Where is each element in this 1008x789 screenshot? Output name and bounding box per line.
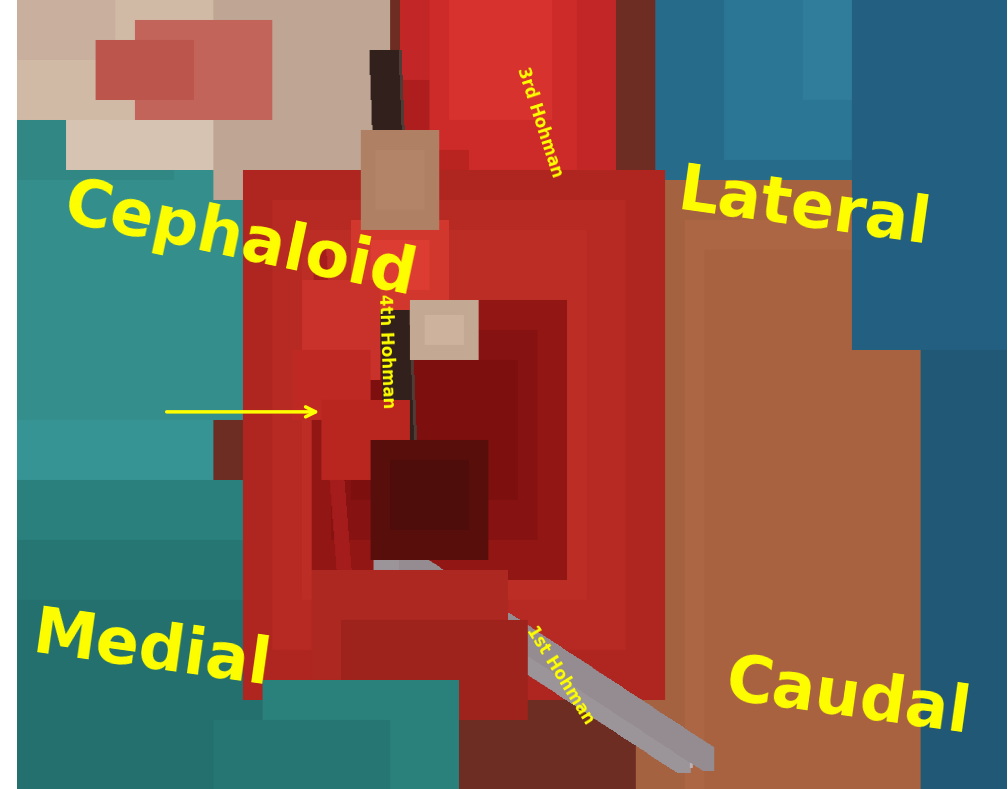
Text: 4th Hohman: 4th Hohman (375, 294, 396, 409)
Text: Cephaloid: Cephaloid (58, 173, 421, 308)
Text: Caudal: Caudal (722, 650, 975, 746)
Text: Lateral: Lateral (673, 161, 934, 257)
Text: Medial: Medial (28, 604, 274, 698)
Text: 3rd Hohman: 3rd Hohman (513, 65, 566, 180)
Text: 1st Hohman: 1st Hohman (522, 622, 597, 727)
